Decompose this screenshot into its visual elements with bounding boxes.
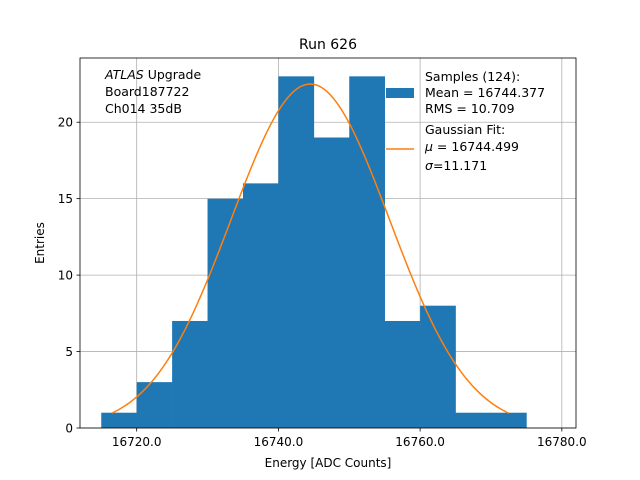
experiment-suffix: Upgrade <box>144 67 202 82</box>
x-tick-label: 16760.0 <box>395 435 445 449</box>
legend-samples-rms: RMS = 10.709 <box>425 101 515 116</box>
channel-label: Ch014 35dB <box>105 101 182 116</box>
histogram-bar <box>490 412 527 428</box>
chart-title: Run 626 <box>299 37 357 53</box>
legend-samples-mean: Mean = 16744.377 <box>425 85 545 100</box>
histogram-bar <box>455 412 492 428</box>
histogram-bar <box>384 320 421 428</box>
y-tick-label: 20 <box>58 116 73 130</box>
legend-samples-title: Samples (124): <box>425 69 520 84</box>
x-tick-label: 16780.0 <box>537 435 587 449</box>
legend-samples-swatch <box>386 88 414 98</box>
histogram-bar <box>313 137 350 428</box>
board-label: Board187722 <box>105 84 189 99</box>
histogram-bar <box>172 320 208 428</box>
legend-fit-mu: μ = 16744.499 <box>424 139 519 154</box>
legend-mu-value: = 16744.499 <box>433 139 519 154</box>
y-axis-ticks: 0 5 10 15 20 <box>58 116 80 436</box>
legend: Samples (124): Mean = 16744.377 RMS = 10… <box>386 69 545 173</box>
run-annotation: ATLAS Upgrade Board187722 Ch014 35dB <box>104 67 201 116</box>
histogram-bar <box>242 183 279 428</box>
legend-sigma-value: =11.171 <box>433 158 487 173</box>
experiment-label: ATLAS Upgrade <box>104 67 201 82</box>
y-axis-label: Entries <box>33 222 47 264</box>
x-axis-ticks: 16720.0 16740.0 16760.0 16780.0 <box>112 428 587 449</box>
legend-mu-symbol: μ <box>424 139 433 154</box>
legend-sigma-symbol: σ <box>425 158 434 173</box>
plot-frame <box>79 57 577 429</box>
histogram-bar <box>420 305 456 428</box>
x-tick-label: 16740.0 <box>254 435 304 449</box>
y-tick-label: 15 <box>58 192 73 206</box>
histogram-bar <box>101 412 137 428</box>
y-tick-label: 5 <box>65 345 73 359</box>
x-axis-label: Energy [ADC Counts] <box>265 456 392 470</box>
legend-fit-sigma: σ=11.171 <box>425 158 487 173</box>
legend-fit-title: Gaussian Fit: <box>425 122 505 137</box>
y-tick-label: 10 <box>58 269 73 283</box>
histogram-bar <box>349 76 385 428</box>
histogram-bar <box>278 76 315 428</box>
gaussian-fit-line <box>111 83 510 414</box>
y-tick-label: 0 <box>65 422 73 436</box>
histogram-bar <box>136 382 173 428</box>
x-tick-label: 16720.0 <box>112 435 162 449</box>
histogram-bars <box>101 76 527 428</box>
experiment-name: ATLAS <box>104 67 144 82</box>
histogram-bar <box>207 198 244 428</box>
